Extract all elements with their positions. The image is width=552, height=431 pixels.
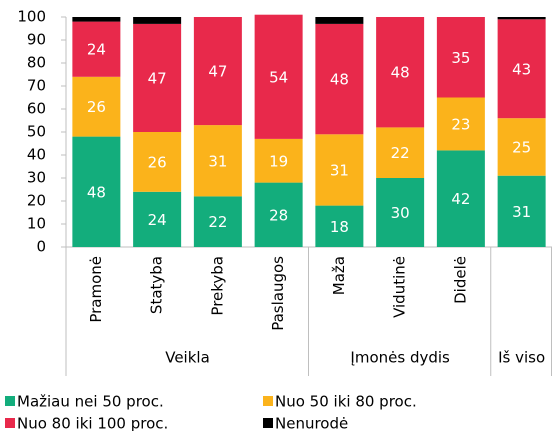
y-tick-label: 0 [36, 238, 46, 256]
bar-segment [497, 17, 546, 20]
value-label: 26 [87, 98, 106, 116]
y-tick-label: 60 [27, 100, 46, 118]
x-tick-label: Didelė [451, 256, 469, 304]
bar-segment [436, 97, 485, 151]
bar-segment [133, 132, 182, 192]
value-label: 25 [512, 138, 531, 156]
y-tick-label: 20 [27, 192, 46, 210]
value-label: 26 [148, 153, 167, 171]
bar-segment [497, 175, 546, 247]
bar-segment [72, 21, 121, 77]
bar-segment [497, 118, 546, 176]
x-tick-label: Pramonė [87, 256, 105, 323]
bar-segment [254, 14, 303, 139]
bar-segment [315, 205, 364, 247]
value-label: 42 [451, 190, 470, 208]
bar-segment [497, 19, 546, 119]
y-tick-label: 70 [27, 77, 46, 95]
y-tick-label: 10 [27, 215, 46, 233]
x-tick-label: Vidutinė [391, 256, 409, 318]
value-label: 47 [148, 69, 167, 87]
legend-swatch [5, 418, 15, 428]
bar-segment [72, 17, 121, 22]
bar-segment [193, 196, 242, 247]
y-tick-label: 40 [27, 146, 46, 164]
bar-segment [254, 182, 303, 247]
group-label: Iš viso [498, 349, 545, 367]
bar-segment [376, 178, 425, 247]
value-label: 28 [269, 206, 288, 224]
value-label: 48 [391, 64, 410, 82]
value-label: 48 [87, 183, 106, 201]
legend-label: Nuo 80 iki 100 proc. [17, 415, 168, 431]
legend-swatch [263, 396, 273, 406]
bar-segment [72, 136, 121, 247]
value-label: 23 [451, 115, 470, 133]
value-label: 31 [330, 161, 349, 179]
bar-segment [315, 23, 364, 135]
bar-segment [376, 17, 425, 128]
y-tick-label: 50 [27, 123, 46, 141]
legend-swatch [5, 396, 15, 406]
y-tick-label: 30 [27, 169, 46, 187]
bar-segment [133, 191, 182, 247]
value-label: 30 [391, 204, 410, 222]
value-label: 47 [208, 63, 227, 81]
value-label: 31 [512, 203, 531, 221]
value-label: 54 [269, 68, 288, 86]
y-tick-label: 100 [17, 8, 46, 26]
value-label: 31 [208, 152, 227, 170]
y-tick-label: 80 [27, 54, 46, 72]
legend-label: Nuo 50 iki 80 proc. [275, 393, 417, 411]
value-label: 22 [208, 213, 227, 231]
value-label: 48 [330, 71, 349, 89]
group-label: Veikla [165, 349, 210, 367]
x-tick-label: Prekyba [208, 256, 226, 316]
bar-segment [133, 23, 182, 132]
bar-segment [436, 150, 485, 247]
x-tick-label: Maža [330, 256, 348, 295]
bar-segment [254, 138, 303, 183]
value-label: 19 [269, 152, 288, 170]
bar-segment [193, 125, 242, 197]
bar-segment [72, 76, 121, 137]
bar-segment [315, 134, 364, 206]
value-label: 24 [148, 211, 167, 229]
group-label: Įmonės dydis [350, 349, 450, 367]
legend-swatch [263, 418, 273, 428]
y-tick-label: 90 [27, 31, 46, 49]
bar-segment [376, 127, 425, 178]
bar-segment [315, 17, 364, 24]
bar-segment [436, 17, 485, 98]
x-tick-label: Statyba [148, 256, 166, 314]
value-label: 24 [87, 41, 106, 59]
legend-label: Nenurodė [275, 415, 348, 431]
value-label: 18 [330, 218, 349, 236]
x-tick-label: Paslaugos [269, 256, 287, 331]
bar-segment [193, 17, 242, 126]
value-label: 22 [391, 144, 410, 162]
value-label: 35 [451, 49, 470, 67]
value-label: 43 [512, 60, 531, 78]
bar-segment [133, 17, 182, 24]
legend-label: Mažiau nei 50 proc. [17, 393, 164, 411]
